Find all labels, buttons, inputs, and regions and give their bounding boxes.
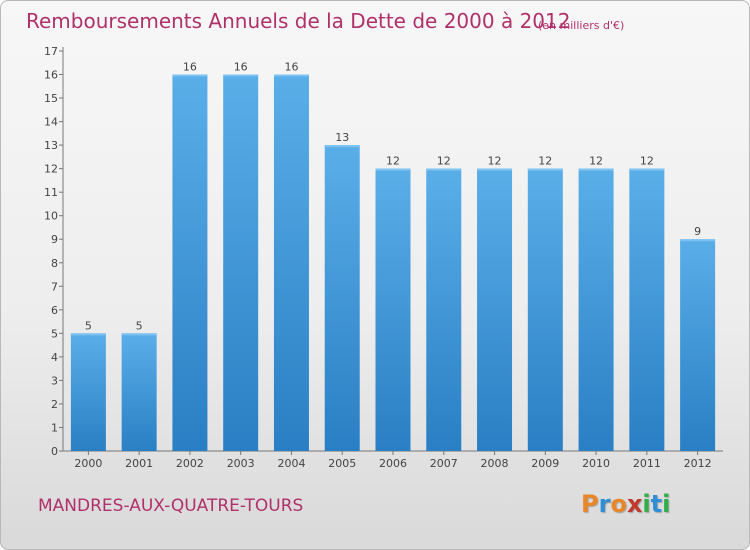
- y-tick-label: 8: [51, 257, 58, 270]
- proxiti-logo: Proxiti: [581, 490, 670, 518]
- x-tick-label: 2007: [430, 457, 458, 470]
- bar-top-highlight: [578, 168, 614, 171]
- x-tick-label: 2002: [176, 457, 204, 470]
- bar-top-highlight: [477, 168, 513, 171]
- bar: [578, 168, 614, 451]
- x-tick-label: 2000: [74, 457, 102, 470]
- bar: [223, 74, 259, 451]
- bar: [680, 239, 716, 451]
- y-tick-label: 6: [51, 304, 58, 317]
- y-tick-label: 12: [44, 163, 58, 176]
- y-tick-label: 15: [44, 92, 58, 105]
- bar: [629, 168, 665, 451]
- x-tick-label: 2004: [277, 457, 305, 470]
- bar-top-highlight: [324, 145, 360, 148]
- y-tick-label: 13: [44, 139, 58, 152]
- data-label: 9: [694, 225, 701, 238]
- data-label: 16: [284, 61, 298, 74]
- y-tick-label: 1: [51, 421, 58, 434]
- data-label: 5: [136, 319, 143, 332]
- bar: [426, 168, 462, 451]
- data-label: 12: [589, 155, 603, 168]
- bar-top-highlight: [121, 333, 157, 336]
- bar: [477, 168, 513, 451]
- y-tick-label: 4: [51, 351, 58, 364]
- data-label: 12: [386, 155, 400, 168]
- x-tick-label: 2003: [227, 457, 255, 470]
- bar-top-highlight: [223, 74, 259, 77]
- y-tick-label: 16: [44, 69, 58, 82]
- bar-top-highlight: [527, 168, 563, 171]
- logo-letter: i: [642, 490, 651, 518]
- logo-letter: t: [650, 490, 663, 518]
- x-tick-label: 2012: [684, 457, 712, 470]
- bar: [375, 168, 411, 451]
- bar: [70, 333, 106, 451]
- bar-top-highlight: [680, 239, 716, 242]
- y-tick-label: 17: [44, 45, 58, 58]
- y-tick-label: 9: [51, 233, 58, 246]
- data-label: 13: [335, 131, 349, 144]
- y-tick-label: 11: [44, 186, 58, 199]
- logo-letter: r: [598, 490, 611, 518]
- bar: [172, 74, 208, 451]
- x-tick-label: 2009: [531, 457, 559, 470]
- logo-letter: o: [610, 490, 627, 518]
- y-tick-label: 14: [44, 116, 58, 129]
- bar-top-highlight: [70, 333, 106, 336]
- y-tick-label: 7: [51, 280, 58, 293]
- bar: [527, 168, 563, 451]
- y-tick-label: 2: [51, 398, 58, 411]
- x-tick-label: 2001: [125, 457, 153, 470]
- bar-top-highlight: [426, 168, 462, 171]
- bar-top-highlight: [172, 74, 208, 77]
- data-label: 12: [538, 155, 552, 168]
- data-label: 16: [183, 61, 197, 74]
- x-tick-label: 2008: [481, 457, 509, 470]
- chart-title: Remboursements Annuels de la Dette de 20…: [26, 9, 571, 33]
- bar: [121, 333, 157, 451]
- x-tick-label: 2010: [582, 457, 610, 470]
- unit-note: (en milliers d'€): [538, 19, 625, 32]
- bar-top-highlight: [375, 168, 411, 171]
- bar-top-highlight: [629, 168, 665, 171]
- data-label: 16: [234, 61, 248, 74]
- x-tick-label: 2005: [328, 457, 356, 470]
- data-label: 12: [640, 155, 654, 168]
- bar: [273, 74, 309, 451]
- y-tick-label: 3: [51, 374, 58, 387]
- y-tick-label: 10: [44, 210, 58, 223]
- bar-top-highlight: [273, 74, 309, 77]
- x-tick-label: 2011: [633, 457, 661, 470]
- logo-letter: P: [581, 490, 599, 518]
- logo-letter: i: [662, 490, 671, 518]
- data-label: 12: [437, 155, 451, 168]
- y-tick-label: 0: [51, 445, 58, 458]
- bar: [324, 145, 360, 451]
- data-label: 12: [488, 155, 502, 168]
- commune-name: MANDRES-AUX-QUATRE-TOURS: [38, 496, 304, 516]
- data-label: 5: [85, 319, 92, 332]
- logo-letter: x: [626, 490, 643, 518]
- x-tick-label: 2006: [379, 457, 407, 470]
- y-tick-label: 5: [51, 327, 58, 340]
